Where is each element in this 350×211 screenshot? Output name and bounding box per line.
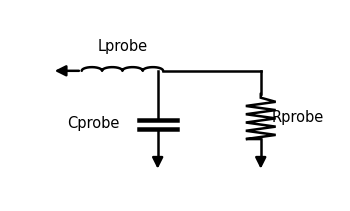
Text: Lprobe: Lprobe — [97, 39, 147, 54]
Text: Cprobe: Cprobe — [67, 116, 120, 131]
Text: Rprobe: Rprobe — [272, 110, 324, 125]
